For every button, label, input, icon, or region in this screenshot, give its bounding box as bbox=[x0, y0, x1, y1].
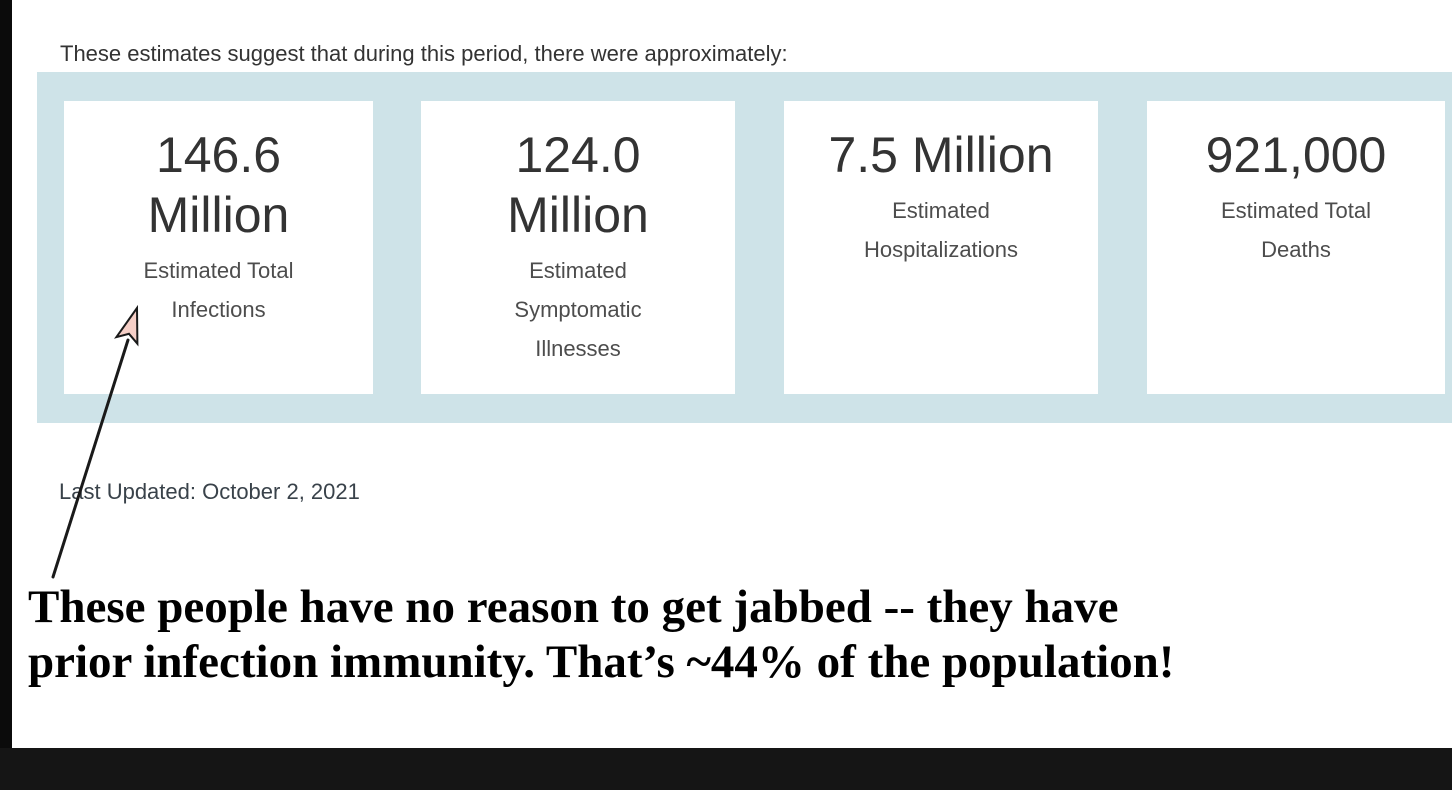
stat-value-symptomatic: 124.0 Million bbox=[507, 127, 649, 243]
intro-text: These estimates suggest that during this… bbox=[60, 41, 788, 66]
bottom-black-bar bbox=[0, 748, 1452, 790]
stat-card-symptomatic: 124.0 Million Estimated Symptomatic Illn… bbox=[421, 101, 735, 394]
stat-label-infections: Estimated Total Infections bbox=[143, 258, 294, 322]
stats-band: 146.6 Million Estimated Total Infections… bbox=[37, 72, 1452, 423]
stat-card-deaths: 921,000 Estimated Total Deaths bbox=[1147, 101, 1445, 394]
stat-value-infections: 146.6 Million bbox=[147, 127, 290, 243]
annotation-text: These people have no reason to get jabbe… bbox=[28, 581, 1175, 688]
stat-card-hospitalizations: 7.5 Million Estimated Hospitalizations bbox=[784, 101, 1098, 394]
last-updated-text: Last Updated: October 2, 2021 bbox=[59, 479, 360, 504]
stat-label-symptomatic: Estimated Symptomatic Illnesses bbox=[514, 258, 642, 361]
stat-value-hospitalizations: 7.5 Million bbox=[828, 127, 1054, 183]
stat-label-hospitalizations: Estimated Hospitalizations bbox=[863, 198, 1019, 262]
stat-value-deaths: 921,000 bbox=[1205, 127, 1387, 183]
stat-label-deaths: Estimated Total Deaths bbox=[1220, 198, 1371, 262]
left-black-edge bbox=[0, 0, 12, 790]
stat-card-infections: 146.6 Million Estimated Total Infections bbox=[64, 101, 373, 394]
